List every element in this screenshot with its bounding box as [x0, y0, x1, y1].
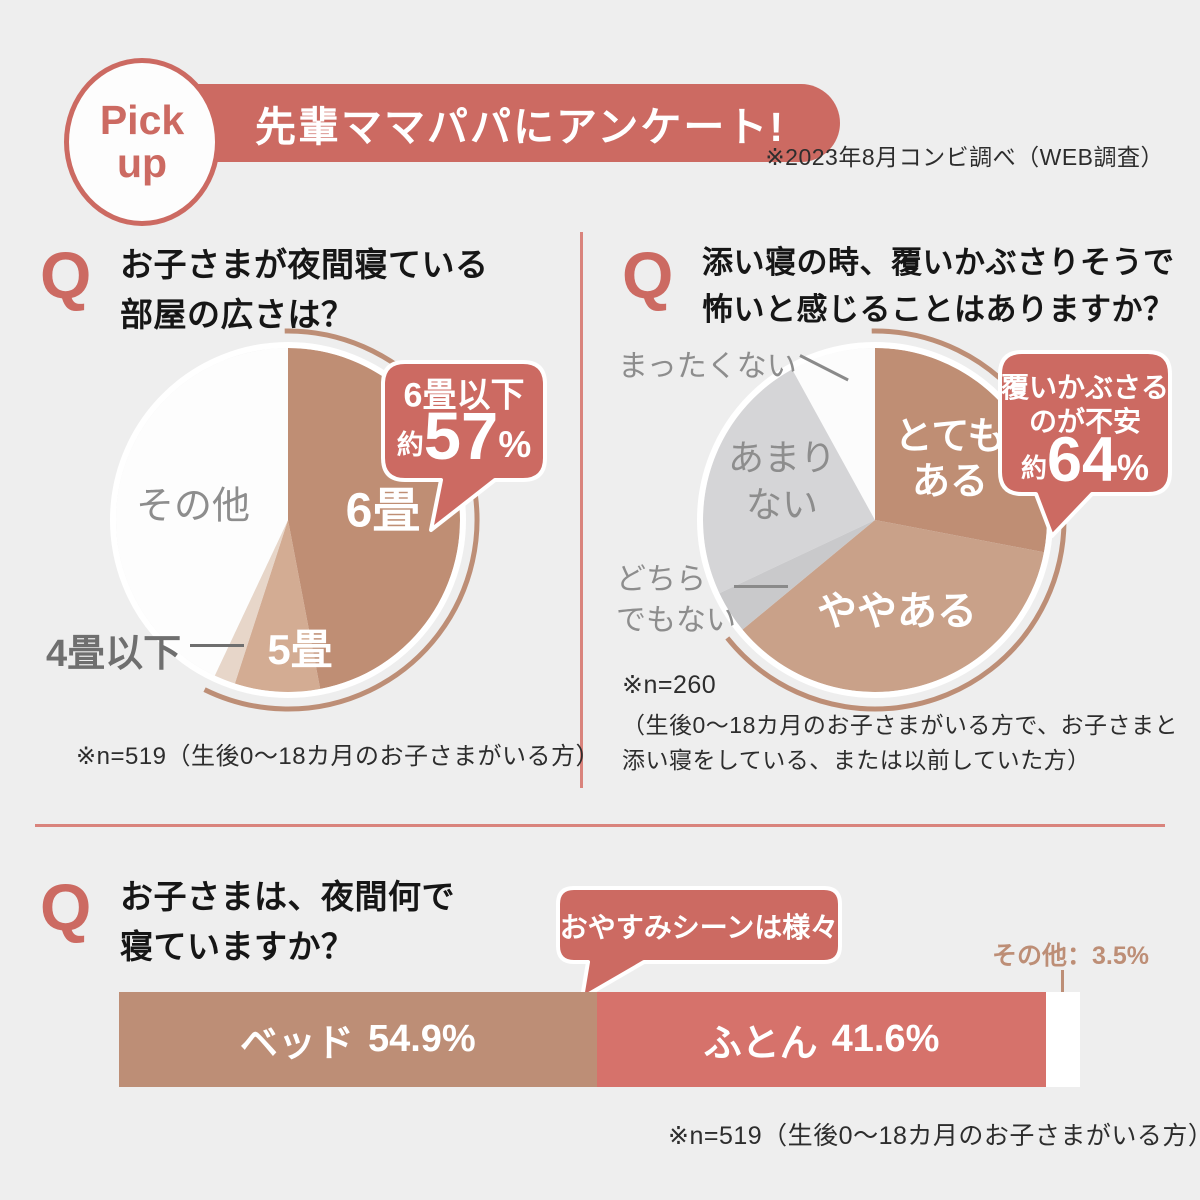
bar-segment-futon: ふとん 41.6%: [596, 992, 1047, 1087]
pie1-label-4jo-ika: 4畳以下: [46, 633, 182, 675]
leader-line-4jo: [190, 644, 244, 647]
pie2-label-mattaku: まったくない: [618, 350, 797, 383]
page-title: 先輩ママパパにアンケート!: [254, 104, 785, 150]
sleep-place-bar-chart: ベッド 54.9% ふとん 41.6%: [119, 992, 1080, 1087]
pie-slice-2: [719, 520, 875, 630]
leader-line-other: [1061, 970, 1064, 994]
callout1-number: 57: [423, 399, 499, 474]
pie2-label-dochira: どちら でもない: [616, 563, 736, 637]
pie-slice-4: [792, 348, 875, 520]
pie2-label-amari: あまり ない: [727, 437, 837, 525]
bar-segment-bed-label: ベッド: [239, 1023, 354, 1065]
bar-segment-other: [1046, 992, 1080, 1087]
callout1-suffix: %: [498, 424, 532, 465]
bubble-shape: [556, 886, 842, 1000]
bar-segment-futon-label: ふとん: [703, 1023, 818, 1065]
pie-rim: [110, 342, 466, 698]
callout2-value: 約 64 %: [1000, 424, 1170, 492]
pickup-badge-line2: up: [116, 140, 168, 186]
divider-vertical: [580, 232, 583, 788]
callout1-prefix: 約: [396, 430, 424, 460]
room-size-pie-chart: [110, 328, 480, 712]
callout2-suffix: %: [1117, 447, 1150, 488]
callout-bubble-57pct: [381, 360, 547, 532]
pie-slice-0: [875, 348, 1047, 553]
bar-segment-futon-value: 41.6%: [831, 1018, 940, 1060]
q2-question: 添い寝の時、覆いかぶさりそうで 怖いと感じることはありますか？: [702, 240, 1175, 333]
bar-other-label: その他：3.5%: [992, 942, 1149, 970]
q2-sample-note-line2: （生後0〜18カ月のお子さまがいる方で、お子さまと: [622, 712, 1178, 738]
callout2-prefix: 約: [1020, 453, 1047, 483]
q2-sample-note-line1: ※n=260: [622, 671, 717, 699]
pie1-label-5jo: 5畳: [267, 626, 333, 674]
bubble-shape: [381, 360, 547, 532]
pie2-label-yaya: ややある: [817, 589, 977, 634]
q3-mark: Q: [40, 870, 92, 944]
pie-slice-1: [742, 520, 1044, 692]
highlight-arc: [203, 328, 480, 712]
q1-question-line1: お子さまが夜間寝ている: [120, 246, 489, 283]
pickup-badge-line1: Pick: [99, 96, 185, 143]
q2-sample-note-line3: 添い寝をしている、または以前していた方）: [622, 747, 1091, 773]
q2-question-line1: 添い寝の時、覆いかぶさりそうで: [702, 245, 1175, 280]
divider-horizontal: [35, 824, 1165, 827]
bar-segment-bed: ベッド 54.9%: [119, 992, 597, 1087]
bubble3-text: おやすみシーンは様々: [559, 912, 839, 943]
bar-segment-bed-value: 54.9%: [367, 1018, 476, 1060]
highlight-arc: [725, 328, 1067, 712]
q2-question-line2: 怖いと感じることはありますか？: [702, 291, 1175, 327]
q1-mark: Q: [40, 238, 92, 312]
speech-bubble-oyasumi: [556, 886, 842, 1000]
callout2-label-line1: 覆いかぶさる: [1000, 372, 1170, 403]
pickup-badge: Pick up: [64, 58, 220, 226]
q3-question-line2: 寝ていますか？: [120, 927, 355, 965]
q2-mark: Q: [622, 238, 674, 312]
header-banner: 先輩ママパパにアンケート!: [150, 84, 840, 162]
q3-question-line1: お子さまは、夜間何で: [120, 878, 455, 915]
bubble-shape: [998, 350, 1172, 538]
pie-slice-3: [116, 348, 288, 676]
callout1-label: 6畳以下: [403, 376, 525, 415]
q3-sample-note: ※n=519（生後0〜18カ月のお子さまがいる方）: [668, 1122, 1200, 1150]
pie-slice-1: [234, 520, 321, 692]
callout1-value: 約 57 %: [383, 398, 545, 470]
q1-question-line2: 部屋の広さは？: [120, 295, 355, 333]
fear-pie-chart: [697, 328, 1067, 712]
callout2-number: 64: [1046, 425, 1118, 495]
pie2-label-totemo: とても ある: [894, 416, 1006, 503]
pie1-label-6jo: 6畳: [345, 484, 421, 538]
q1-question: お子さまが夜間寝ている 部屋の広さは？: [120, 240, 489, 339]
pie-slice-2: [214, 520, 288, 684]
q3-question: お子さまは、夜間何で 寝ていますか？: [120, 872, 455, 971]
pie1-label-sonota: その他: [135, 485, 251, 528]
leader-line-dochira: [734, 585, 788, 588]
callout2-label-line2: のが不安: [1028, 406, 1142, 437]
callout-bubble-64pct: [998, 350, 1172, 538]
survey-source-note: ※2023年8月コンビ調べ（WEB調査）: [765, 144, 1164, 170]
q1-sample-note: ※n=519（生後0〜18カ月のお子さまがいる方）: [76, 743, 601, 770]
pie-slice-3: [703, 369, 875, 594]
